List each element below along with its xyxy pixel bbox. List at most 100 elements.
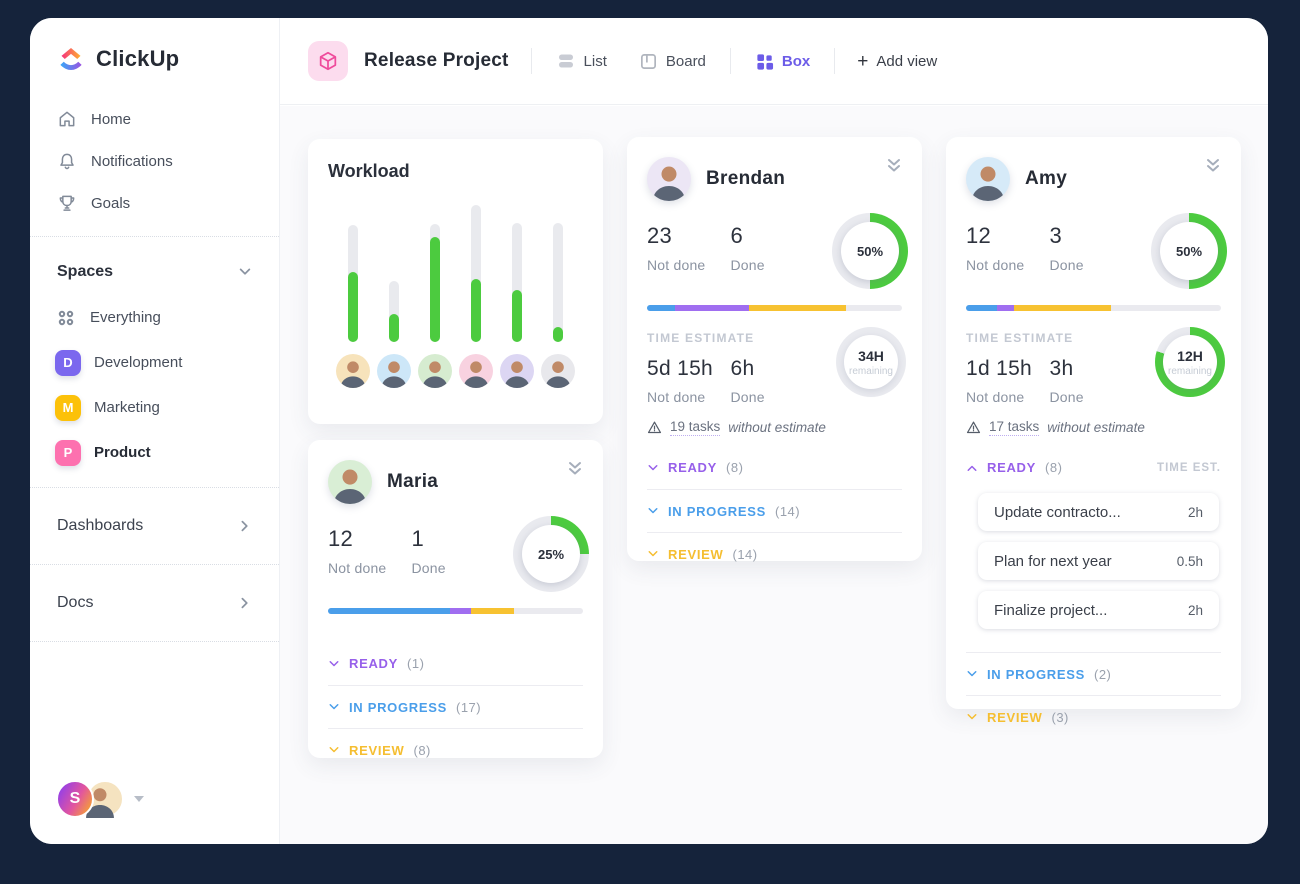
cube-icon [319,51,337,71]
section-label: REVIEW [349,742,405,758]
section-review[interactable]: REVIEW (3) [966,695,1221,738]
chevron-down-icon [648,508,658,514]
section-label: IN PROGRESS [349,699,447,715]
tasks-count-link[interactable]: 17 tasks [989,419,1040,436]
workload-title: Workload [328,161,410,181]
done-label: Done [730,257,765,273]
sidebar-item-home[interactable]: Home [30,98,279,140]
not-done-count: 23 [647,223,673,248]
section-ready[interactable]: READY (8) [647,446,902,489]
sidebar-item-label: Goals [91,194,131,212]
workload-card: Workload [308,139,603,424]
chevron-up-icon [967,465,977,471]
divider [30,564,279,565]
workload-bar-chart [328,200,583,342]
progress-percent: 50% [856,243,884,259]
done-label: Done [1049,389,1084,405]
chevron-down-icon [239,268,251,275]
progress-ring: 25% [513,516,589,592]
task-row[interactable]: Update contracto... 2h [978,493,1219,531]
section-ready[interactable]: READY (8) TIME EST. [966,446,1221,489]
section-ready[interactable]: READY (1) [328,642,583,685]
list-icon [558,54,573,68]
user-menu[interactable]: S [56,780,144,818]
workload-avatars [328,354,583,388]
section-label: READY [987,460,1037,475]
progress-segment [966,305,997,311]
time-remaining-label: remaining [1168,365,1212,377]
done-label: Done [1049,257,1084,273]
clickup-logo-icon [60,48,82,70]
sidebar-item-marketing[interactable]: M Marketing [30,385,279,430]
progress-ring: 50% [1151,213,1227,289]
time-remaining-label: remaining [849,365,893,377]
task-title: Update contracto... [994,503,1121,521]
section-count: (1) [407,656,425,671]
tab-board[interactable]: Board [631,52,714,71]
double-chevron-down-icon[interactable] [886,157,902,175]
warning-icon [647,421,662,434]
plus-icon: + [857,50,869,72]
divider [30,487,279,488]
progress-percent: 25% [537,546,565,562]
double-chevron-down-icon[interactable] [1205,157,1221,175]
task-estimate: 0.5h [1176,553,1203,569]
tab-label: List [583,52,607,70]
tab-list[interactable]: List [548,51,615,71]
box-view-icon [757,53,773,70]
avatar [500,354,534,388]
user-avatar [86,780,124,818]
section-review[interactable]: REVIEW (14) [647,532,902,575]
double-chevron-down-icon[interactable] [567,460,583,478]
chevron-down-icon [648,551,658,557]
task-row[interactable]: Finalize project... 2h [978,591,1219,629]
sidebar-item-label: Notifications [91,152,173,170]
not-done-label: Not done [647,257,706,273]
without-estimate-text: without estimate [728,420,826,435]
workload-bar [500,223,534,342]
sidebar-item-docs[interactable]: Docs [30,577,279,629]
spaces-header[interactable]: Spaces [30,249,279,295]
trophy-icon [59,195,75,211]
section-review[interactable]: REVIEW (8) [328,728,583,771]
tab-box[interactable]: Box [747,52,818,71]
time-remaining-ring: 12H remaining [1155,327,1225,397]
sidebar-item-notifications[interactable]: Notifications [30,140,279,182]
sidebar-item-product[interactable]: P Product [30,430,279,475]
space-item-label: Marketing [94,399,160,416]
progress-segment [675,305,749,311]
clickup-logo[interactable]: ClickUp [30,44,279,74]
member-name: Brendan [706,168,786,189]
project-icon [308,41,348,81]
section-in-progress[interactable]: IN PROGRESS (14) [647,489,902,532]
progress-segment [328,608,451,614]
section-in-progress[interactable]: IN PROGRESS (2) [966,652,1221,695]
sidebar-item-label: Home [91,110,132,128]
chevron-down-icon [329,704,339,710]
section-in-progress[interactable]: IN PROGRESS (17) [328,685,583,728]
page-title: Release Project [364,50,509,71]
task-row[interactable]: Plan for next year 0.5h [978,542,1219,580]
section-count: (14) [732,546,758,562]
chevron-down-icon [648,464,658,470]
not-done-label: Not done [966,257,1025,273]
section-label: READY [349,656,399,671]
sidebar-item-development[interactable]: D Development [30,340,279,385]
section-count: (8) [1045,460,1063,475]
avatar [328,460,372,504]
sidebar-item-everything[interactable]: Everything [30,295,279,340]
sidebar-item-goals[interactable]: Goals [30,182,279,224]
member-card-maria: Maria 12 Not done 1 Done 25% READY (1) [308,440,603,758]
space-item-label: Everything [90,309,161,326]
without-estimate-text: without estimate [1047,420,1145,435]
chevron-right-icon [241,520,248,532]
logo-text: ClickUp [96,46,180,71]
tasks-count-link[interactable]: 19 tasks [670,419,721,436]
progress-segment [1014,305,1112,311]
tab-label: Box [781,52,811,70]
add-view-button[interactable]: + Add view [851,52,943,71]
tasks-without-estimate: 19 tasks without estimate [647,419,902,436]
sidebar-item-dashboards[interactable]: Dashboards [30,500,279,552]
status-progress-bar [328,608,583,614]
grid-dots-icon [58,310,74,325]
